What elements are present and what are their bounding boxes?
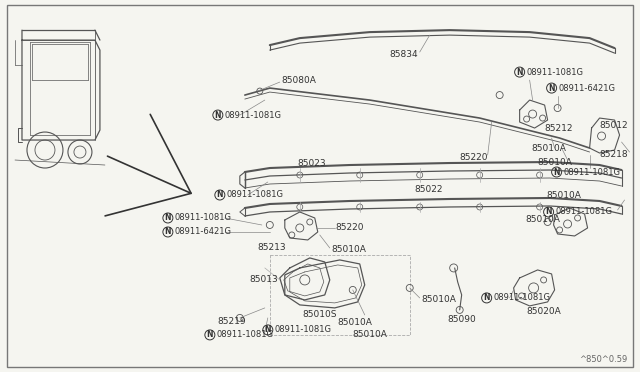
Text: 85218: 85218 [600, 150, 628, 158]
Text: 85010A: 85010A [353, 330, 388, 339]
Text: 85010A: 85010A [337, 318, 372, 327]
Text: 85220: 85220 [336, 224, 364, 232]
Text: 08911-1081G: 08911-1081G [527, 68, 584, 77]
Text: 85013: 85013 [250, 275, 278, 285]
Text: 85010A: 85010A [525, 215, 561, 224]
Text: N: N [164, 214, 171, 222]
Text: 08911-1081G: 08911-1081G [227, 190, 284, 199]
Text: 85219: 85219 [218, 317, 246, 326]
Text: 85022: 85022 [415, 186, 444, 195]
Text: 85090: 85090 [448, 315, 476, 324]
Text: 08911-1081G: 08911-1081G [275, 326, 332, 334]
Text: 85212: 85212 [545, 124, 573, 132]
Text: 85220: 85220 [460, 153, 488, 161]
Text: 85020A: 85020A [527, 307, 561, 317]
Text: N: N [264, 326, 271, 334]
Text: 85010A: 85010A [547, 192, 582, 201]
Text: 08911-1081G: 08911-1081G [564, 167, 621, 176]
Text: 08911-1081G: 08911-1081G [225, 110, 282, 119]
Text: 85080A: 85080A [282, 76, 317, 84]
Bar [270, 255, 410, 335]
Text: 85834: 85834 [390, 49, 419, 59]
Text: 85010S: 85010S [303, 310, 337, 320]
Text: 85010A: 85010A [538, 157, 573, 167]
Text: N: N [554, 167, 560, 176]
Text: 08911-1081G: 08911-1081G [217, 330, 274, 339]
Text: N: N [548, 84, 555, 93]
Text: N: N [516, 68, 523, 77]
Text: N: N [216, 190, 223, 199]
Text: 85023: 85023 [298, 159, 326, 168]
Text: 08911-1081G: 08911-1081G [175, 214, 232, 222]
Text: N: N [164, 227, 171, 237]
Text: N: N [207, 330, 213, 339]
Text: 08911-6421G: 08911-6421G [559, 84, 616, 93]
Text: 08911-6421G: 08911-6421G [175, 227, 232, 237]
Text: 08911-1081G: 08911-1081G [493, 294, 550, 302]
Text: 85012: 85012 [600, 121, 628, 129]
Text: 85010A: 85010A [332, 246, 367, 254]
Text: 85010A: 85010A [532, 144, 566, 153]
Text: N: N [214, 110, 221, 119]
Text: ^850^0.59: ^850^0.59 [580, 355, 628, 365]
Text: 85010A: 85010A [422, 295, 456, 304]
Text: 85213: 85213 [258, 243, 287, 253]
Text: 08911-1081G: 08911-1081G [556, 208, 612, 217]
Text: N: N [483, 294, 490, 302]
Text: N: N [545, 208, 552, 217]
